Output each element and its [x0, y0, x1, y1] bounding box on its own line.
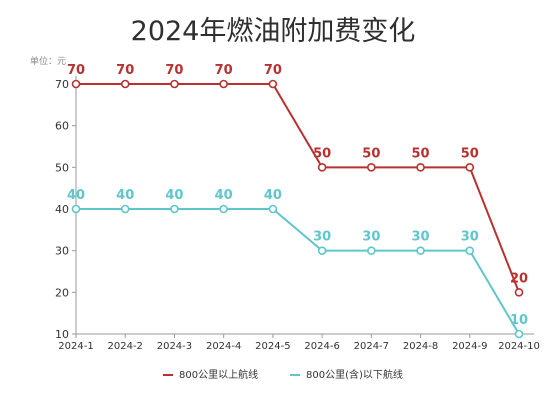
data-point: [465, 246, 475, 255]
y-tick-label: 60: [55, 120, 69, 133]
y-tick-label: 10: [55, 328, 69, 341]
data-label: 20: [510, 271, 528, 286]
y-tick-label: 50: [55, 161, 69, 174]
data-label: 40: [67, 188, 85, 203]
data-label: 10: [510, 313, 528, 328]
x-tick-label: 2024-6: [304, 341, 339, 352]
x-tick-label: 2024-5: [255, 341, 290, 352]
data-label: 70: [215, 63, 233, 78]
unit-label: 单位：元: [30, 55, 66, 67]
data-label: 70: [67, 63, 85, 78]
data-point: [317, 246, 327, 255]
data-point: [367, 246, 376, 255]
x-tick-label: 2024-1: [58, 341, 93, 352]
x-tick-label: 2024-7: [354, 341, 389, 352]
legend-label: 800公里以上航线: [179, 368, 258, 381]
x-tick-label: 2024-3: [157, 341, 192, 352]
series-group: 70 70 70 70 70 50 50 50 50 20 40 40 40 40 40 30 30 30 30 10: [67, 63, 528, 339]
data-label: 70: [165, 63, 183, 78]
y-tick-label: 30: [55, 245, 69, 258]
data-point: [268, 79, 278, 89]
data-point: [219, 204, 228, 214]
data-label: 40: [116, 188, 134, 203]
data-label: 50: [461, 146, 479, 161]
x-tick-label: 2024-8: [403, 341, 438, 352]
data-point: [416, 246, 425, 255]
y-tick-label: 40: [55, 203, 69, 216]
legend-label: 800公里(含)以下航线: [306, 368, 403, 381]
data-label: 40: [264, 188, 282, 203]
data-label: 50: [412, 146, 430, 161]
data-label: 40: [215, 188, 233, 203]
series-line: [76, 83, 520, 293]
data-label: 50: [362, 146, 380, 161]
data-label: 30: [412, 230, 430, 245]
data-point: [170, 79, 179, 89]
data-point: [465, 163, 475, 172]
data-point: [170, 204, 179, 214]
data-label: 30: [362, 230, 380, 245]
x-tick-label: 2024-2: [108, 341, 143, 352]
legend-item-1: 800公里以上航线: [163, 368, 258, 381]
x-tick-group: 2024-1 2024-2 2024-3 2024-4 2024-5 2024-6 2024…: [58, 334, 540, 352]
data-point: [71, 79, 81, 89]
data-label: 70: [116, 63, 134, 78]
y-tick-group: 10 20 30 40 50 60 70: [55, 78, 76, 341]
data-point: [514, 288, 524, 297]
data-label: 40: [165, 188, 183, 203]
legend: 800公里以上航线 800公里(含)以下航线: [163, 368, 403, 381]
legend-item-2: 800公里(含)以下航线: [290, 368, 403, 381]
chart-title: 2024年燃油附加费变化: [131, 16, 416, 47]
data-point: [367, 163, 376, 172]
series-line: [76, 208, 520, 335]
data-point: [120, 79, 130, 89]
data-point: [120, 204, 130, 214]
data-point: [416, 163, 425, 172]
y-tick-label: 20: [55, 286, 69, 299]
data-label: 70: [264, 63, 282, 78]
data-label: 30: [461, 230, 479, 245]
x-tick-label: 2024-10: [498, 341, 540, 352]
data-point: [219, 79, 228, 89]
series-1: 70 70 70 70 70 50 50 50 50 20: [67, 63, 528, 297]
data-label: 30: [313, 230, 331, 245]
data-point: [514, 329, 524, 339]
series-2: 40 40 40 40 40 30 30 30 30 10: [67, 188, 528, 339]
x-tick-label: 2024-9: [452, 341, 487, 352]
data-point: [268, 204, 278, 214]
data-point: [71, 204, 81, 214]
x-tick-label: 2024-4: [206, 341, 241, 352]
y-tick-label: 70: [55, 78, 69, 91]
data-point: [317, 163, 327, 172]
data-label: 50: [313, 146, 331, 161]
